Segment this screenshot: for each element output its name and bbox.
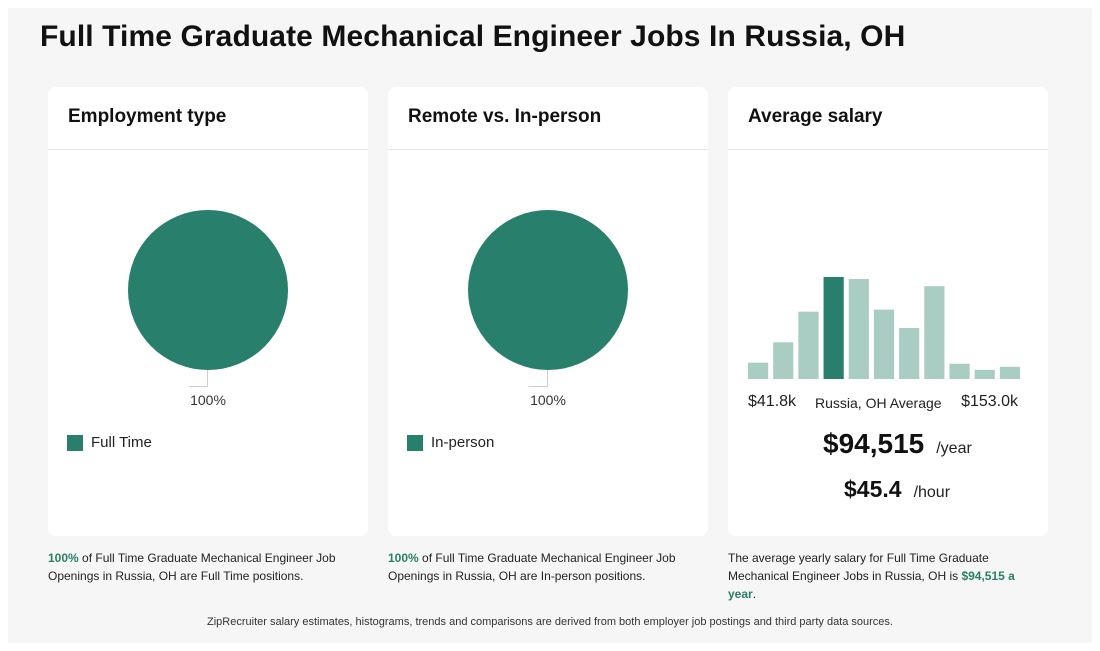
- salary-description: The average yearly salary for Full Time …: [728, 549, 1028, 603]
- pie-leader-line: [207, 370, 208, 387]
- employment-pie-slice-full-time: [128, 210, 288, 370]
- description-text: of Full Time Graduate Mechanical Enginee…: [388, 551, 676, 583]
- salary-range-low: $41.8k: [748, 393, 797, 410]
- pie-leader-line: [529, 386, 548, 387]
- remote-pie-slice-in-person: [468, 210, 628, 370]
- description-text: .: [752, 587, 757, 601]
- legend-swatch: [67, 434, 83, 451]
- remote-description: 100% of Full Time Graduate Mechanical En…: [388, 549, 688, 585]
- histogram-bar: [974, 369, 995, 379]
- histogram-bar: [873, 309, 895, 379]
- legend-label: Full Time: [91, 434, 152, 451]
- card-divider: [728, 149, 1048, 150]
- hourly-salary-value: $45.4: [844, 476, 902, 502]
- pie-leader-line: [547, 370, 548, 387]
- salary-range-high: $153.0k: [961, 393, 1018, 410]
- histogram-bar: [848, 279, 869, 379]
- description-text: of Full Time Graduate Mechanical Enginee…: [48, 551, 336, 583]
- hourly-salary: $45.4 /hour: [844, 476, 950, 503]
- description-highlight: $94,515 a year: [728, 569, 1015, 601]
- card-divider: [48, 149, 368, 150]
- pie-percent-label: 100%: [190, 392, 226, 408]
- salary-range-average-label: Russia, OH Average: [815, 395, 942, 411]
- histogram-bar: [999, 366, 1020, 379]
- histogram-bar: [773, 342, 794, 379]
- card-divider: [388, 149, 708, 150]
- employment-type-card: Employment type 100% Full Time: [48, 87, 368, 536]
- histogram-bar: [899, 328, 920, 379]
- card-title: Remote vs. In-person: [408, 106, 602, 127]
- average-salary-card: Average salary $41.8k Russia, OH Average…: [728, 87, 1048, 536]
- yearly-salary: $94,515 /year: [823, 428, 972, 460]
- histogram-bar: [924, 286, 945, 379]
- card-title: Average salary: [748, 106, 883, 127]
- legend-label: In-person: [431, 434, 495, 451]
- description-highlight: 100%: [388, 551, 419, 565]
- page-title: Full Time Graduate Mechanical Engineer J…: [40, 20, 906, 53]
- salary-histogram: [748, 277, 1020, 379]
- description-highlight: 100%: [48, 551, 79, 565]
- employment-description: 100% of Full Time Graduate Mechanical En…: [48, 549, 348, 585]
- remote-vs-inperson-card: Remote vs. In-person 100% In-person: [388, 87, 708, 536]
- yearly-salary-value: $94,515: [823, 428, 925, 459]
- legend-swatch: [407, 434, 423, 451]
- legend-item-full-time: Full Time: [67, 434, 152, 451]
- hourly-salary-unit: /hour: [913, 484, 951, 501]
- pie-leader-line: [189, 386, 208, 387]
- description-text: The average yearly salary for Full Time …: [728, 551, 989, 583]
- histogram-bar: [748, 362, 769, 379]
- card-title: Employment type: [68, 106, 227, 127]
- histogram-bar: [949, 363, 970, 379]
- footer-disclaimer: ZipRecruiter salary estimates, histogram…: [207, 616, 893, 628]
- legend-item-in-person: In-person: [407, 434, 494, 451]
- histogram-bar-average: [823, 277, 844, 379]
- yearly-salary-unit: /year: [936, 440, 972, 457]
- pie-percent-label: 100%: [530, 392, 566, 408]
- histogram-bar: [798, 311, 819, 379]
